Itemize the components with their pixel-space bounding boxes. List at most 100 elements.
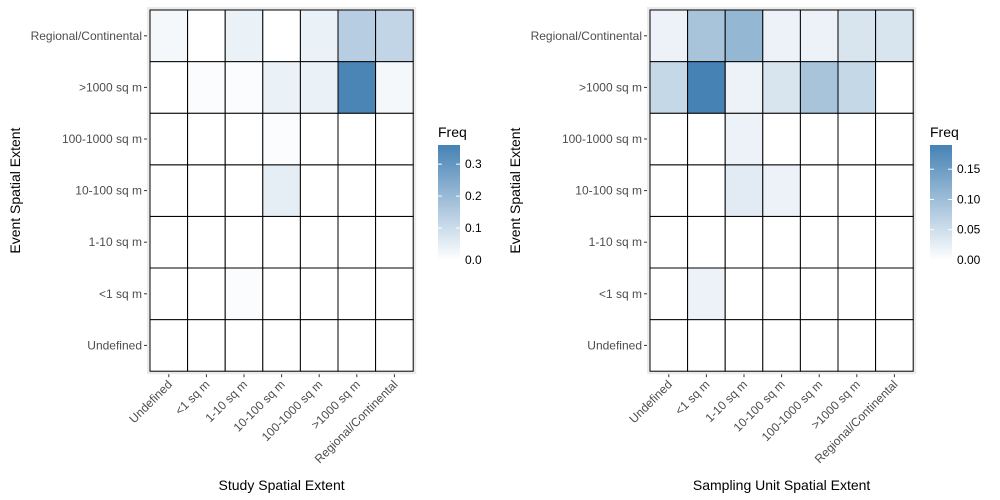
legend-colorbar — [438, 145, 460, 260]
heatmap-cell — [337, 112, 377, 166]
heatmap-cell — [762, 319, 801, 372]
heatmap-cell — [262, 215, 301, 269]
heatmap-cell — [875, 319, 914, 372]
heatmap-cell — [224, 112, 264, 166]
heatmap-cell — [187, 61, 226, 114]
heatmap-cell — [799, 164, 839, 217]
heatmap-cell — [375, 112, 414, 166]
x-axis-title: Sampling Unit Spatial Extent — [693, 477, 871, 493]
heatmap-cell — [724, 164, 764, 217]
sampling-unit-extent-heatmap-panel: Undefined <1 sq m 1-10 sq m 10-100 sq m 100-… — [507, 7, 981, 493]
heatmap-cell — [762, 112, 801, 166]
heatmap-cell — [837, 267, 877, 321]
heatmap-cell — [375, 215, 414, 269]
heatmap-cell — [262, 112, 301, 166]
heatmap-cell — [149, 319, 189, 372]
heatmap-cell — [224, 9, 264, 63]
heatmap-cell — [375, 319, 414, 372]
legend-tick-label: 0.00 — [957, 253, 981, 267]
legend-tick-label: 0.05 — [957, 223, 981, 237]
heatmap-cell — [724, 215, 764, 269]
y-tick-label: >1000 sq m — [79, 80, 142, 94]
heatmap-cell — [799, 319, 839, 372]
heatmap-cell — [649, 215, 689, 269]
heatmap-cell — [149, 9, 189, 63]
heatmap-cell — [724, 9, 764, 63]
heatmap-cell — [649, 61, 689, 114]
heatmap-cell — [375, 164, 414, 217]
heatmap-cell — [762, 9, 801, 63]
x-axis-title: Study Spatial Extent — [219, 477, 345, 493]
y-tick-label: 1-10 sq m — [89, 235, 142, 249]
heatmap-cell — [687, 319, 726, 372]
heatmap-cell — [149, 267, 189, 321]
y-tick-label: 10-100 sq m — [575, 184, 642, 198]
legend-tick-label: 0.3 — [465, 157, 482, 171]
heatmap-cell — [187, 112, 226, 166]
legend-tick-label: 0.10 — [957, 192, 981, 206]
legend-tick-label: 0.1 — [465, 221, 482, 235]
heatmap-cell — [224, 61, 264, 114]
heatmap-cell — [187, 319, 226, 372]
heatmap-cell — [799, 267, 839, 321]
y-tick-label: 100-1000 sq m — [62, 132, 142, 146]
heatmap-cell — [187, 9, 226, 63]
legend-title: Freq — [438, 124, 467, 140]
heatmap-cell — [762, 267, 801, 321]
heatmap-cell — [337, 319, 377, 372]
heatmap-cell — [187, 267, 226, 321]
heatmap-cell — [687, 215, 726, 269]
y-tick-label: <1 sq m — [599, 287, 642, 301]
heatmap-cell — [762, 164, 801, 217]
heatmap-cell — [262, 267, 301, 321]
heatmap-cell — [687, 164, 726, 217]
y-tick-label: <1 sq m — [99, 287, 142, 301]
heatmap-cell — [299, 319, 339, 372]
heatmap-cell — [724, 319, 764, 372]
heatmap-cell — [724, 112, 764, 166]
legend-tick-label: 0.0 — [465, 253, 482, 267]
heatmap-cell — [875, 112, 914, 166]
y-tick-label: Regional/Continental — [31, 29, 142, 43]
y-tick-label: Undefined — [87, 338, 142, 352]
heatmap-cell — [149, 164, 189, 217]
heatmap-cell — [262, 164, 301, 217]
heatmap-cell — [224, 164, 264, 217]
heatmap-cell — [299, 61, 339, 114]
heatmap-cell — [262, 319, 301, 372]
heatmap-cell — [337, 164, 377, 217]
y-tick-label: 1-10 sq m — [589, 235, 642, 249]
heatmap-cell — [875, 164, 914, 217]
heatmap-cell — [687, 9, 726, 63]
heatmap-cell — [799, 112, 839, 166]
heatmap-cell — [149, 215, 189, 269]
heatmap-cell — [375, 9, 414, 63]
heatmap-cell — [875, 61, 914, 114]
x-tick-label: Undefined — [126, 377, 175, 426]
heatmap-cell — [262, 9, 301, 63]
heatmap-cell — [687, 112, 726, 166]
heatmap-cell — [724, 267, 764, 321]
heatmap-cell — [649, 319, 689, 372]
heatmap-cell — [837, 112, 877, 166]
heatmap-cell — [837, 319, 877, 372]
heatmap-cell — [337, 9, 377, 63]
heatmap-cell — [337, 215, 377, 269]
y-tick-label: 100-1000 sq m — [562, 132, 642, 146]
y-axis-title: Event Spatial Extent — [7, 127, 23, 253]
heatmap-cell — [724, 61, 764, 114]
heatmap-cell — [875, 267, 914, 321]
heatmap-cell — [262, 61, 301, 114]
y-tick-label: Regional/Continental — [531, 29, 642, 43]
legend-tick-label: 0.15 — [957, 162, 981, 176]
x-tick-label: Undefined — [626, 377, 675, 426]
legend-tick-label: 0.2 — [465, 189, 482, 203]
heatmap-cell — [649, 9, 689, 63]
heatmap-cell — [299, 267, 339, 321]
heatmap-cell — [837, 215, 877, 269]
heatmap-cell — [799, 61, 839, 114]
heatmap-cell — [762, 215, 801, 269]
heatmap-cell — [149, 61, 189, 114]
heatmap-cell — [299, 164, 339, 217]
legend-title: Freq — [930, 124, 959, 140]
